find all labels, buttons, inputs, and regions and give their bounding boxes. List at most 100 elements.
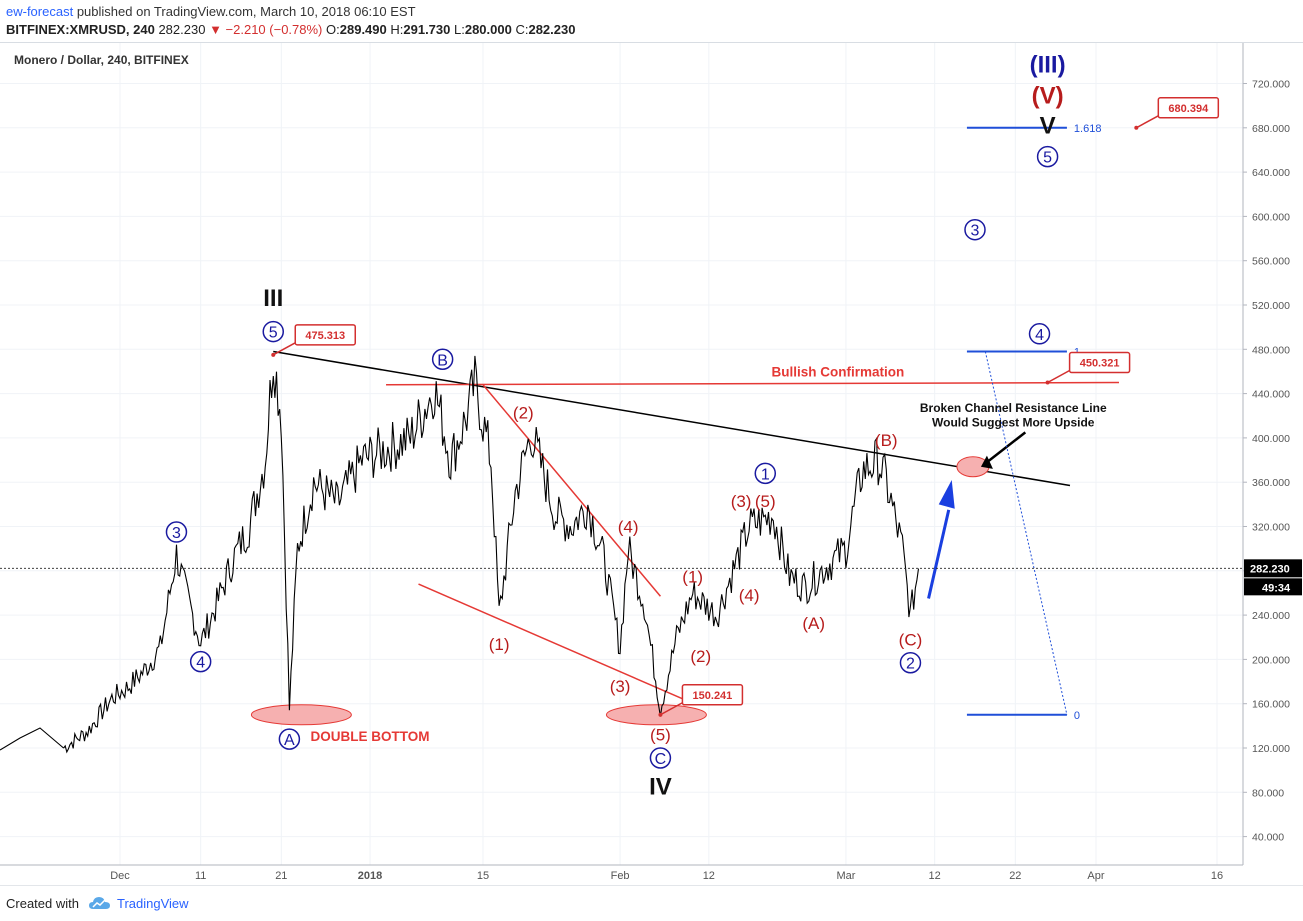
last-price-marker: 282.230 49:34 [0,559,1302,596]
wedge-upper-line [482,384,661,597]
author-link[interactable]: ew-forecast [6,4,74,19]
price-tick-label: 440.000 [1252,389,1290,401]
time-tick-label: 2018 [358,870,382,882]
price-tick-label: 680.000 [1252,123,1290,135]
time-tick-label: 11 [195,870,206,882]
time-tick-label: 12 [929,870,941,882]
wave-circle [899,651,922,674]
price-tick-label: 720.000 [1252,79,1290,91]
price-tick-label: 160.000 [1252,699,1290,711]
price-tick-label: 80.000 [1252,787,1284,799]
wave-circle-label: 3 [971,223,980,240]
wave-circle-label: C [655,751,667,768]
wave-degree-label: III [263,285,283,312]
grid-lines [0,43,1243,865]
created-with-text: Created with [6,896,79,911]
wave-degree-label: IV [649,774,672,801]
wave-circle [189,650,212,673]
wave-circle-label: B [437,352,448,369]
drawing-overlays: 1.618 1 0 [0,123,1119,751]
price-callout-label: 680.394 [1168,103,1209,115]
published-text: published on TradingView.com, March 10, … [76,4,416,19]
price-callout-box [1157,97,1220,119]
price-chart[interactable]: 720.000 680.000 640.000 600.000 560.000 520.0… [0,43,1303,885]
wave-paren-label: (1) [682,567,703,586]
price-tick-label: 200.000 [1252,654,1290,666]
publish-info: ew-forecast published on TradingView.com… [6,4,416,19]
wave-degree-label: (III) [1030,52,1066,79]
price-tick-label: 640.000 [1252,167,1290,179]
price-callout-pointer [1135,115,1159,129]
time-axis[interactable]: Dec 11 21 2018 15 Feb 12 Mar 12 22 Apr 16 [110,870,1223,882]
annotation-note: Would Suggest More Upside [932,415,1095,429]
wave-circle [278,728,301,750]
time-tick-label: Mar [836,870,855,882]
annotation-label: DOUBLE BOTTOM [311,729,430,744]
price-tick-label: 40.000 [1252,832,1284,844]
price-axis[interactable]: 720.000 680.000 640.000 600.000 560.000 520.0… [1243,79,1290,844]
price-callout-pointer [1047,369,1070,384]
callout-arrow-shaft [986,431,1027,464]
wave-circle [1036,145,1059,168]
wave-circle-label: A [284,732,295,749]
close-value: 282.230 [528,22,576,37]
wave-circle-label: 5 [269,325,278,342]
wave-circle-label: 2 [906,656,915,673]
wave-paren-label: (2) [690,647,711,666]
wave-paren-label: (3) [610,677,631,696]
countdown-tag [1244,578,1302,596]
wave-degree-label: V [1040,112,1056,139]
price-tick-label: 320.000 [1252,522,1290,534]
wedge-lower-line [418,583,689,703]
bullish-confirmation-line [386,381,1119,386]
time-tick-label: 22 [1009,870,1021,882]
wave-paren-label: (B) [875,431,898,450]
annotation-label: Bullish Confirmation [771,364,904,379]
tradingview-brand-link[interactable]: TradingView [117,896,189,911]
last-price-tag-label: 282.230 [1250,563,1290,575]
wave-paren-label: (2) [513,403,534,422]
fib-level-label: 0 [1074,710,1080,722]
wave-circle-label: 1 [761,466,770,483]
wave-paren-label: (3) [731,492,752,511]
chart-header: ew-forecast published on TradingView.com… [0,0,1303,43]
wave-circle [1028,323,1051,345]
wave-circle [754,462,777,485]
wave-circle [431,348,454,371]
wave-paren-label: (5) [755,492,776,511]
wave-circle-label: 3 [172,525,181,542]
time-tick-label: 21 [275,870,287,882]
annotation-note: Broken Channel Resistance Line [920,401,1107,415]
wave-circle [964,218,986,241]
wave-degree-label: (V) [1032,83,1064,110]
price-change: ▼ −2.210 (−0.78%) [209,22,323,37]
price-callout-dot [1134,125,1139,130]
price-series-line [63,355,920,754]
price-axis-bg [1243,43,1303,865]
wave-circle [165,521,188,543]
double-bottom-ellipse-right [605,704,707,726]
wave-paren-label: (4) [739,586,760,605]
wave-circle-label: 5 [1043,150,1052,167]
price-callout-label: 475.313 [305,330,345,342]
chart-title: Monero / Dollar, 240, BITFINEX [14,53,189,67]
wave-paren-label: (C) [899,630,923,649]
price-tick-label: 600.000 [1252,211,1290,223]
price-tick-label: 560.000 [1252,256,1290,268]
time-tick-label: 15 [477,870,489,882]
chart-footer: Created with TradingView [0,885,1303,921]
ohlc-values: O:289.490 H:291.730 L:280.000 C:282.230 [326,22,576,37]
time-tick-label: Apr [1087,870,1104,882]
price-callout-box [1068,351,1131,374]
wave-paren-label: (1) [489,635,510,654]
time-tick-label: Dec [110,870,130,882]
price-tick-label: 520.000 [1252,300,1290,312]
wave-paren-label: (5) [650,726,671,745]
price-tick-label: 120.000 [1252,743,1290,755]
wave-circle-label: 4 [196,655,205,672]
price-callout-dot [1045,380,1050,385]
symbol-info: BITFINEX:XMRUSD, 240 282.230 ▼ −2.210 (−… [6,22,575,37]
channel-resistance-line [273,350,1071,487]
price-callout-label: 150.241 [693,690,733,702]
wave-circle-label: 4 [1035,327,1044,344]
